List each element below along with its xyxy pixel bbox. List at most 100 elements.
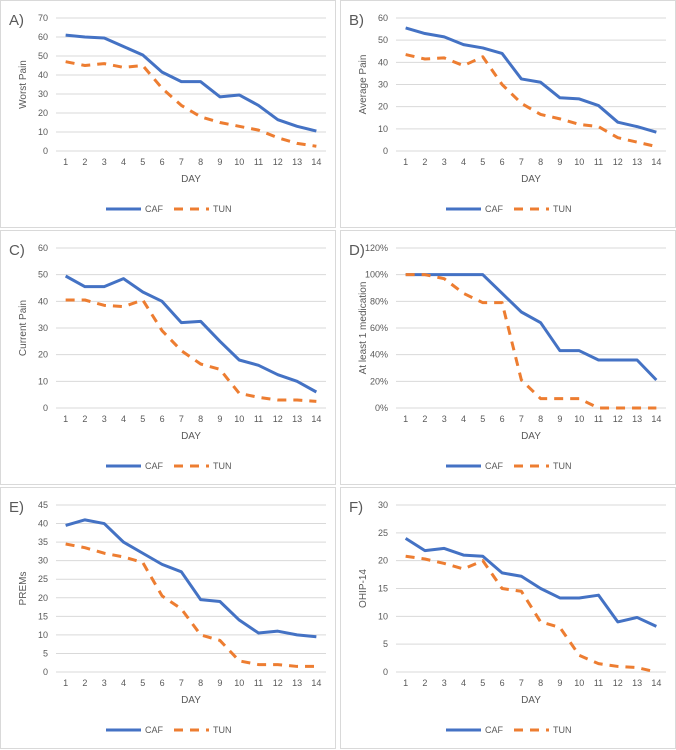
x-tick-label: 4 [461, 157, 466, 167]
x-tick-label: 9 [217, 414, 222, 424]
x-tick-label: 9 [217, 678, 222, 688]
x-tick-label: 8 [538, 414, 543, 424]
x-tick-label: 12 [273, 414, 283, 424]
x-axis-title: DAY [521, 695, 541, 706]
x-tick-label: 8 [198, 157, 203, 167]
x-tick-label: 8 [198, 414, 203, 424]
x-axis-title: DAY [181, 174, 201, 185]
x-tick-label: 14 [651, 414, 661, 424]
x-tick-label: 12 [613, 157, 623, 167]
y-tick-label: 25 [378, 528, 388, 538]
x-tick-label: 8 [198, 678, 203, 688]
y-tick-label: 20 [378, 556, 388, 566]
y-tick-label: 80% [370, 296, 388, 306]
y-tick-label: 20% [370, 376, 388, 386]
x-tick-label: 3 [102, 157, 107, 167]
y-tick-label: 40 [38, 519, 48, 529]
x-tick-label: 9 [557, 157, 562, 167]
series-line-tun [405, 53, 657, 149]
x-tick-label: 12 [273, 157, 283, 167]
series-line-caf [64, 274, 318, 394]
x-tick-label: 2 [422, 157, 427, 167]
chart-panel-a: A) 0 10 20 30 40 50 60 70 1 2 3 4 5 6 7 8 9 10 11 12 13 14 DAY W… [0, 0, 336, 228]
x-tick-label: 7 [519, 157, 524, 167]
x-tick-label: 7 [519, 678, 524, 688]
y-tick-label: 60 [38, 32, 48, 42]
legend-label: TUN [213, 204, 232, 214]
series-line-caf [65, 33, 317, 133]
x-tick-label: 1 [403, 157, 408, 167]
x-axis-title: DAY [181, 431, 201, 442]
x-axis-title: DAY [521, 431, 541, 442]
y-tick-label: 10 [38, 630, 48, 640]
chart-panel-e: E) 0 5 10 15 20 25 30 35 40 45 1 2 3 4 5 6 7 8 9 10 11 12 13 14 D… [0, 487, 336, 749]
y-tick-label: 30 [38, 89, 48, 99]
x-tick-label: 13 [632, 157, 642, 167]
x-tick-label: 1 [403, 414, 408, 424]
y-tick-label: 15 [38, 611, 48, 621]
legend-label: TUN [213, 461, 232, 471]
chart-panel-b: B) 0 10 20 30 40 50 60 1 2 3 4 5 6 7 8 9 10 11 12 13 14 DAY Ave… [340, 0, 676, 228]
x-tick-label: 7 [179, 678, 184, 688]
x-tick-label: 4 [461, 678, 466, 688]
x-tick-label: 5 [140, 157, 145, 167]
legend-label: CAF [145, 725, 164, 735]
chart-panel-d: D) 0% 20% 40% 60% 80% 100% 120% 1 2 3 4 5 6 7 8 9 10 11 12 1… [340, 230, 676, 485]
x-tick-label: 4 [121, 678, 126, 688]
y-tick-label: 30 [378, 80, 388, 90]
x-tick-label: 13 [292, 414, 302, 424]
y-axis-title: At least 1 medication [358, 282, 369, 375]
x-tick-label: 13 [632, 414, 642, 424]
x-tick-label: 13 [292, 157, 302, 167]
chart-panel-f: F) 0 5 10 15 20 25 30 1 2 3 4 5 6 7 8 9 10 11 12 13 14 DAY OHIP… [340, 487, 676, 749]
panel-label: D) [349, 242, 365, 259]
y-tick-label: 40 [38, 296, 48, 306]
x-tick-label: 11 [254, 157, 263, 167]
x-tick-label: 4 [121, 414, 126, 424]
x-tick-label: 9 [557, 414, 562, 424]
x-tick-label: 12 [613, 678, 623, 688]
panel-label: C) [9, 242, 25, 259]
x-tick-label: 10 [234, 157, 244, 167]
x-tick-label: 1 [63, 157, 68, 167]
legend-label: CAF [485, 461, 504, 471]
legend-label: CAF [145, 461, 164, 471]
x-tick-label: 13 [632, 678, 642, 688]
series-line-caf [65, 518, 317, 639]
x-tick-label: 10 [574, 678, 584, 688]
panel-label: E) [9, 499, 24, 516]
x-tick-label: 1 [63, 678, 68, 688]
x-tick-label: 11 [254, 678, 263, 688]
y-tick-label: 40 [378, 57, 388, 67]
x-tick-label: 3 [442, 157, 447, 167]
x-tick-label: 12 [613, 414, 623, 424]
series-line-caf [405, 26, 657, 134]
y-axis-title: Average Pain [358, 55, 369, 115]
x-tick-label: 5 [140, 414, 145, 424]
y-axis-title: PREMs [18, 572, 29, 606]
y-tick-label: 20 [38, 350, 48, 360]
x-tick-label: 9 [217, 157, 222, 167]
y-tick-label: 25 [38, 574, 48, 584]
y-tick-label: 60 [38, 243, 48, 253]
y-tick-label: 10 [38, 376, 48, 386]
x-tick-label: 10 [234, 414, 244, 424]
panel-label: F) [349, 499, 363, 516]
x-tick-label: 1 [403, 678, 408, 688]
legend-label: CAF [485, 204, 504, 214]
series-line-tun [405, 273, 657, 410]
x-tick-label: 11 [594, 414, 603, 424]
x-tick-label: 5 [480, 414, 485, 424]
x-tick-label: 10 [574, 414, 584, 424]
y-tick-label: 0 [383, 667, 388, 677]
series-line-tun [405, 554, 657, 674]
x-tick-label: 3 [102, 678, 107, 688]
x-tick-label: 3 [442, 414, 447, 424]
y-tick-label: 0 [43, 146, 48, 156]
x-tick-label: 6 [500, 678, 505, 688]
x-tick-label: 3 [442, 678, 447, 688]
y-axis-title: Worst Pain [18, 60, 29, 109]
panel-label: B) [349, 12, 364, 29]
